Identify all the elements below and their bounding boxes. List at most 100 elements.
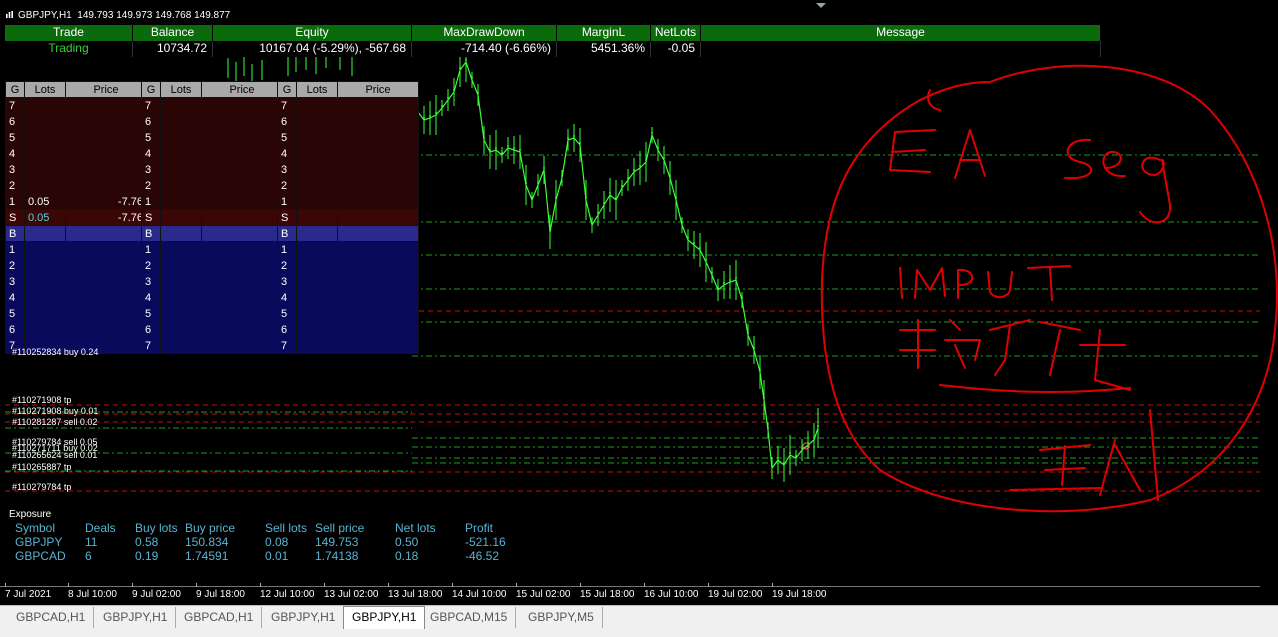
grid-lots <box>160 129 202 146</box>
grid-price <box>65 113 147 130</box>
grid-level: 7 <box>141 337 161 354</box>
grid-level: 5 <box>5 305 25 322</box>
grid-price <box>337 241 419 258</box>
grid-lots <box>296 321 338 338</box>
grid-level: S <box>277 209 297 226</box>
grid-level: 6 <box>5 321 25 338</box>
grid-buy-row: 1 <box>141 241 283 258</box>
grid-lots <box>296 193 338 210</box>
grid-sell-row: 6 <box>5 113 147 130</box>
grid-level: 5 <box>141 305 161 322</box>
grid-lots <box>160 161 202 178</box>
exposure-row: GBPJPY 11 0.58 150.834 0.08 149.753 0.50 -521.1… <box>15 535 535 549</box>
grid-level: S <box>5 209 25 226</box>
grid-lots <box>24 225 66 242</box>
exposure-header: Buy price <box>185 521 236 535</box>
chart-tab[interactable]: GBPJPY,H1 <box>95 607 177 628</box>
time-axis-mark <box>324 583 325 587</box>
handwritten-word <box>899 265 1071 301</box>
grid-lots <box>296 113 338 130</box>
grid-mid-row: B <box>277 225 419 242</box>
time-axis-tick: 16 Jul 10:00 <box>644 589 699 600</box>
order-label: #110265624 sell 0.01 <box>12 450 98 460</box>
grid-sell-row: 2 <box>277 177 419 194</box>
grid-sell-row: S <box>277 209 419 226</box>
grid-level: 5 <box>5 129 25 146</box>
price-chart[interactable]: GBPJPY,H1 149.793 149.973 149.768 149.87… <box>0 0 1278 605</box>
grid-price <box>337 257 419 274</box>
grid-price <box>65 321 147 338</box>
exposure-cell: 0.08 <box>265 535 289 549</box>
time-axis: 7 Jul 2021 8 Jul 10:00 9 Jul 02:00 9 Jul 18… <box>0 583 1260 605</box>
grid-price <box>337 177 419 194</box>
grid-price <box>65 225 147 242</box>
grid-sell-row: 5 <box>277 129 419 146</box>
grid-level: 3 <box>5 273 25 290</box>
header-marginl: MarginL <box>557 25 651 41</box>
grid-buy-row: 2 <box>5 257 147 274</box>
grid-buy-row: 7 <box>5 337 147 354</box>
grid-price <box>201 289 283 306</box>
handwritten-word <box>1009 409 1159 501</box>
grid-price <box>201 321 283 338</box>
grid-level: 4 <box>5 145 25 162</box>
scroll-marker-icon[interactable] <box>816 3 826 9</box>
grid-price <box>201 193 283 210</box>
grid-lots <box>296 161 338 178</box>
grid-buy-row: 5 <box>141 305 283 322</box>
grid-sell-row: 3 <box>141 161 283 178</box>
grid-level: 5 <box>277 129 297 146</box>
balance-value: 10734.72 <box>133 41 213 57</box>
chart-tab[interactable]: GBPJPY,H1 <box>263 607 345 628</box>
grid-price <box>337 113 419 130</box>
grid-level: 1 <box>5 241 25 258</box>
grid-buy-row: 4 <box>5 289 147 306</box>
grid-price <box>337 321 419 338</box>
time-axis-mark <box>580 583 581 587</box>
grid-level: 2 <box>5 257 25 274</box>
exposure-panel: Exposure Symbol Deals Buy lots Buy price Sel… <box>0 508 1260 586</box>
time-axis-tick: 19 Jul 18:00 <box>772 589 827 600</box>
grid-lots <box>160 225 202 242</box>
grid-lots <box>24 177 66 194</box>
grid-lots <box>160 193 202 210</box>
grid-sell-row: 1 <box>277 193 419 210</box>
exposure-cell: 0.50 <box>395 535 419 549</box>
chart-tab[interactable]: GBPCAD,M15 <box>422 607 517 628</box>
symbol-title: GBPJPY,H1 149.793 149.973 149.768 149.87… <box>18 10 231 21</box>
grid-lots <box>24 129 66 146</box>
chart-tab[interactable]: GBPCAD,H1 <box>8 607 95 628</box>
exposure-row: GBPCAD 6 0.19 1.74591 0.01 1.74138 0.18 -46.52 <box>15 549 535 563</box>
chart-tab[interactable]: GBPJPY,H1 <box>343 606 426 629</box>
grid-level: B <box>141 225 161 242</box>
grid-level: 3 <box>5 161 25 178</box>
grid-lots <box>160 145 202 162</box>
grid-price <box>201 97 283 114</box>
exposure-cell: 11 <box>85 535 98 549</box>
grid-price <box>337 209 419 226</box>
chart-canvas[interactable] <box>0 0 1278 605</box>
chart-tab[interactable]: GBPCAD,H1 <box>176 607 263 628</box>
grid-lots <box>24 97 66 114</box>
grid-header-price: Price <box>65 81 147 98</box>
time-axis-mark <box>772 583 773 587</box>
grid-level: 7 <box>277 337 297 354</box>
exposure-cell: 0.58 <box>135 535 159 549</box>
grid-lots <box>160 257 202 274</box>
grid-level: 1 <box>277 193 297 210</box>
chart-tab[interactable]: GBPJPY,M5 <box>520 607 603 628</box>
time-axis-mark <box>260 583 261 587</box>
grid-lots <box>160 113 202 130</box>
exposure-header-row: Symbol Deals Buy lots Buy price Sell lots Sel… <box>15 521 535 535</box>
grid-lots <box>24 321 66 338</box>
grid-sell-row: 1 <box>141 193 283 210</box>
grid-buy-row: 4 <box>141 289 283 306</box>
time-axis-tick: 9 Jul 18:00 <box>196 589 245 600</box>
handwritten-letter <box>889 129 936 173</box>
grid-price <box>201 161 283 178</box>
time-axis-mark <box>644 583 645 587</box>
grid-buy-row: 4 <box>277 289 419 306</box>
grid-price <box>337 273 419 290</box>
handwritten-stroke <box>927 89 941 111</box>
grid-price <box>65 337 147 354</box>
